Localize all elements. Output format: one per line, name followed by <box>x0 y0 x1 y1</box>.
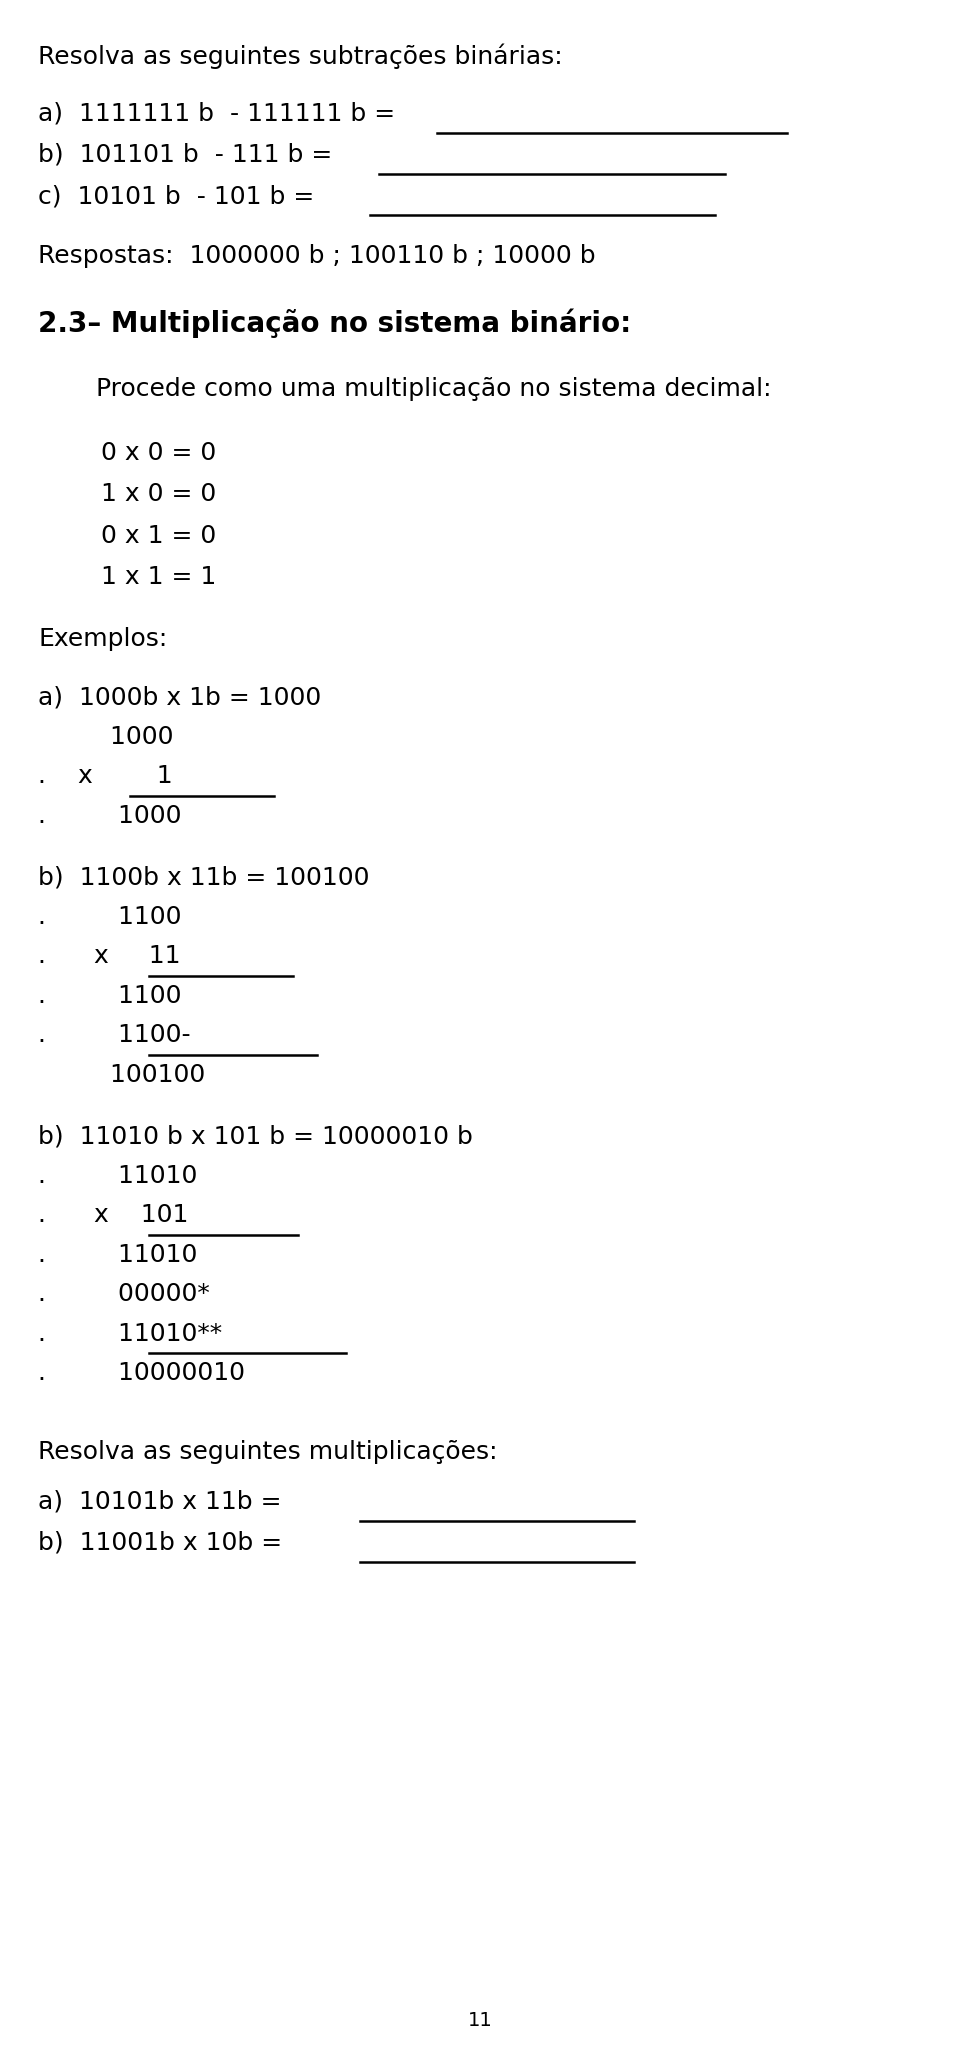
Text: 2.3– Multiplicação no sistema binário:: 2.3– Multiplicação no sistema binário: <box>38 309 632 338</box>
Text: .         1100-: . 1100- <box>38 1024 191 1046</box>
Text: .         1100: . 1100 <box>38 984 181 1007</box>
Text: Resolva as seguintes multiplicações:: Resolva as seguintes multiplicações: <box>38 1440 498 1463</box>
Text: .         1000: . 1000 <box>38 804 181 827</box>
Text: b)  1100b x 11b = 100100: b) 1100b x 11b = 100100 <box>38 866 370 889</box>
Text: .         11010**: . 11010** <box>38 1322 223 1345</box>
Text: 11: 11 <box>468 2012 492 2031</box>
Text: 0 x 0 = 0: 0 x 0 = 0 <box>101 441 216 464</box>
Text: a)  1111111 b  - 111111 b =: a) 1111111 b - 111111 b = <box>38 102 396 124</box>
Text: 0 x 1 = 0: 0 x 1 = 0 <box>101 524 216 547</box>
Text: b)  101101 b  - 111 b =: b) 101101 b - 111 b = <box>38 143 333 166</box>
Text: 1000: 1000 <box>38 725 174 748</box>
Text: .    x        1: . x 1 <box>38 765 173 787</box>
Text: a)  10101b x 11b =: a) 10101b x 11b = <box>38 1490 282 1513</box>
Text: c)  10101 b  - 101 b =: c) 10101 b - 101 b = <box>38 184 315 207</box>
Text: .         11010: . 11010 <box>38 1164 198 1187</box>
Text: Procede como uma multiplicação no sistema decimal:: Procede como uma multiplicação no sistem… <box>96 377 772 400</box>
Text: .      x     11: . x 11 <box>38 945 180 968</box>
Text: b)  11010 b x 101 b = 10000010 b: b) 11010 b x 101 b = 10000010 b <box>38 1125 473 1148</box>
Text: Respostas:  1000000 b ; 100110 b ; 10000 b: Respostas: 1000000 b ; 100110 b ; 10000 … <box>38 244 596 267</box>
Text: 1 x 1 = 1: 1 x 1 = 1 <box>101 566 216 588</box>
Text: b)  11001b x 10b =: b) 11001b x 10b = <box>38 1531 282 1554</box>
Text: .      x    101: . x 101 <box>38 1204 189 1227</box>
Text: .         00000*: . 00000* <box>38 1283 210 1305</box>
Text: Resolva as seguintes subtrações binárias:: Resolva as seguintes subtrações binárias… <box>38 44 563 68</box>
Text: .         1100: . 1100 <box>38 905 181 928</box>
Text: .         10000010: . 10000010 <box>38 1361 246 1384</box>
Text: Exemplos:: Exemplos: <box>38 628 168 651</box>
Text: a)  1000b x 1b = 1000: a) 1000b x 1b = 1000 <box>38 686 322 709</box>
Text: .         11010: . 11010 <box>38 1243 198 1266</box>
Text: 100100: 100100 <box>38 1063 205 1086</box>
Text: 1 x 0 = 0: 1 x 0 = 0 <box>101 483 216 506</box>
